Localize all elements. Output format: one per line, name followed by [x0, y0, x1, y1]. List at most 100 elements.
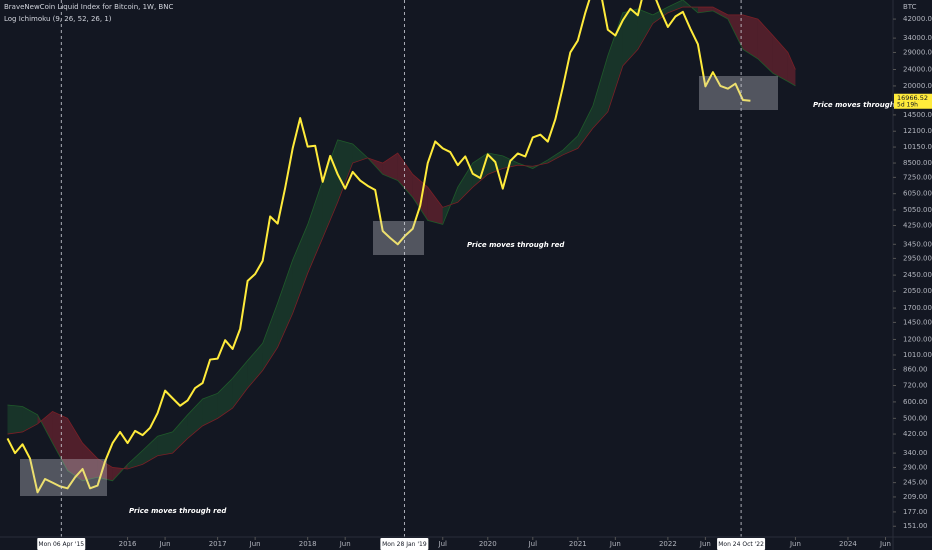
cloud-segment — [202, 393, 218, 426]
cloud-segment — [67, 418, 83, 481]
crosshair-label: Mon 06 Apr '15 — [38, 541, 84, 548]
cloud-segment — [457, 163, 473, 203]
y-tick-label: 600.00 — [903, 398, 928, 406]
x-tick-label: Jun — [789, 540, 801, 548]
y-tick-label: 14500.00 — [903, 111, 932, 119]
y-tick-label: 1010.00 — [903, 351, 932, 359]
x-tick-label: 2021 — [569, 540, 587, 548]
cloud-segment — [742, 14, 758, 59]
y-tick-label: 209.00 — [903, 493, 928, 501]
cloud-segment — [7, 404, 23, 435]
cloud-segment — [262, 302, 278, 371]
y-tick-label: 2050.00 — [903, 287, 932, 295]
x-tick-label: Jun — [699, 540, 711, 548]
y-tick-label: 6050.00 — [903, 190, 932, 198]
cloud-segment — [307, 180, 323, 274]
price-line — [6, 0, 751, 494]
crosshair-label: Mon 24 Oct '22 — [718, 541, 764, 548]
cloud-segment — [337, 139, 353, 203]
y-tick-label: 4250.00 — [903, 221, 932, 229]
x-tick-label: 2018 — [299, 540, 317, 548]
highlight-box — [20, 459, 107, 496]
cloud-span-line — [7, 6, 796, 470]
y-tick-label: 2950.00 — [903, 254, 932, 262]
y-tick-label: 720.00 — [903, 381, 928, 389]
plot-area — [6, 0, 796, 494]
cloud-segment — [292, 224, 308, 314]
y-tick-label: 290.00 — [903, 463, 928, 471]
cloud-segment — [637, 8, 653, 50]
y-tick-label: 29000.00 — [903, 48, 932, 56]
x-tick-label: 2024 — [839, 540, 857, 548]
cloud-segment — [547, 150, 563, 164]
cloud-segment — [712, 7, 728, 20]
y-tick-label: 7250.00 — [903, 173, 932, 181]
cloud-segment — [427, 187, 443, 225]
highlight-box — [373, 221, 424, 255]
crosshair-label-box — [380, 538, 429, 550]
y-tick-label: 151.00 — [903, 522, 928, 530]
cloud-segment — [667, 0, 683, 13]
crosshair-label-box — [717, 538, 766, 550]
x-tick-label: 2017 — [209, 540, 227, 548]
y-tick-label: 20000.00 — [903, 82, 932, 90]
y-tick-label: 5050.00 — [903, 206, 932, 214]
cloud-segment — [592, 55, 608, 129]
cloud-segment — [172, 414, 188, 454]
cloud-segment — [607, 12, 623, 112]
x-tick-label: Jul — [438, 540, 448, 548]
x-tick-label: Jun — [249, 540, 261, 548]
x-tick-label: Jun — [609, 540, 621, 548]
y-tick-label: 245.00 — [903, 479, 928, 487]
chart-title: BraveNewCoin Liquid Index for Bitcoin, 1… — [4, 3, 173, 11]
cloud-segment — [472, 153, 488, 188]
y-tick-label: 8500.00 — [903, 159, 932, 167]
y-tick-label: 420.00 — [903, 430, 928, 438]
crosshair-label-box — [37, 538, 86, 550]
cloud-segment — [562, 135, 578, 155]
cloud-segment — [652, 7, 668, 24]
x-tick-label: 2016 — [119, 540, 137, 548]
last-price-label: 16966.52 — [897, 94, 928, 102]
cloud-segment — [247, 343, 263, 389]
y-tick-label: 177.00 — [903, 508, 928, 516]
y-tick-label: 1200.00 — [903, 335, 932, 343]
cloud-segment — [727, 14, 743, 50]
y-tick-label: 3450.00 — [903, 240, 932, 248]
last-price-box — [894, 93, 932, 109]
cloud-span-line — [7, 0, 796, 482]
cloud-segment — [757, 19, 773, 74]
y-tick-label: 12100.00 — [903, 127, 932, 135]
countdown-label: 5d 19h — [897, 101, 918, 108]
y-tick-label: 1700.00 — [903, 304, 932, 312]
cloud-segment — [397, 153, 413, 198]
cloud-segment — [157, 431, 173, 456]
x-tick-label: 2020 — [479, 540, 497, 548]
cloud-segment — [772, 35, 788, 82]
cloud-segment — [382, 153, 398, 181]
crosshair-label: Mon 28 Jan '19 — [382, 541, 427, 548]
overlay: Price moves through red Price moves thro… — [20, 0, 911, 537]
cloud-segment — [232, 360, 248, 409]
annotation: Price moves through red — [467, 241, 565, 249]
y-tick-label: 860.00 — [903, 365, 928, 373]
cloud-segment — [622, 8, 638, 66]
cloud-segment — [787, 52, 796, 86]
cloud-segment — [82, 443, 98, 481]
annotation: Price moves through red — [129, 507, 227, 515]
annotation: Price moves through red — [813, 101, 911, 109]
x-tick-label: Jul — [528, 540, 538, 548]
cloud-segment — [217, 378, 233, 419]
cloud-segment — [352, 143, 368, 164]
y-tick-label: 42000.00 — [903, 15, 932, 23]
y-tick-label: 24000.00 — [903, 66, 932, 74]
cloud-segment — [697, 7, 713, 13]
currency-label: BTC — [903, 3, 917, 11]
y-tick-label: 1450.00 — [903, 318, 932, 326]
cloud-segment — [142, 436, 158, 465]
cloud-segment — [127, 450, 143, 469]
cloud-segment — [277, 259, 293, 348]
y-tick-label: 34000.00 — [903, 34, 932, 42]
indicator-label: Log Ichimoku (9, 26, 52, 26, 1) — [4, 15, 112, 23]
